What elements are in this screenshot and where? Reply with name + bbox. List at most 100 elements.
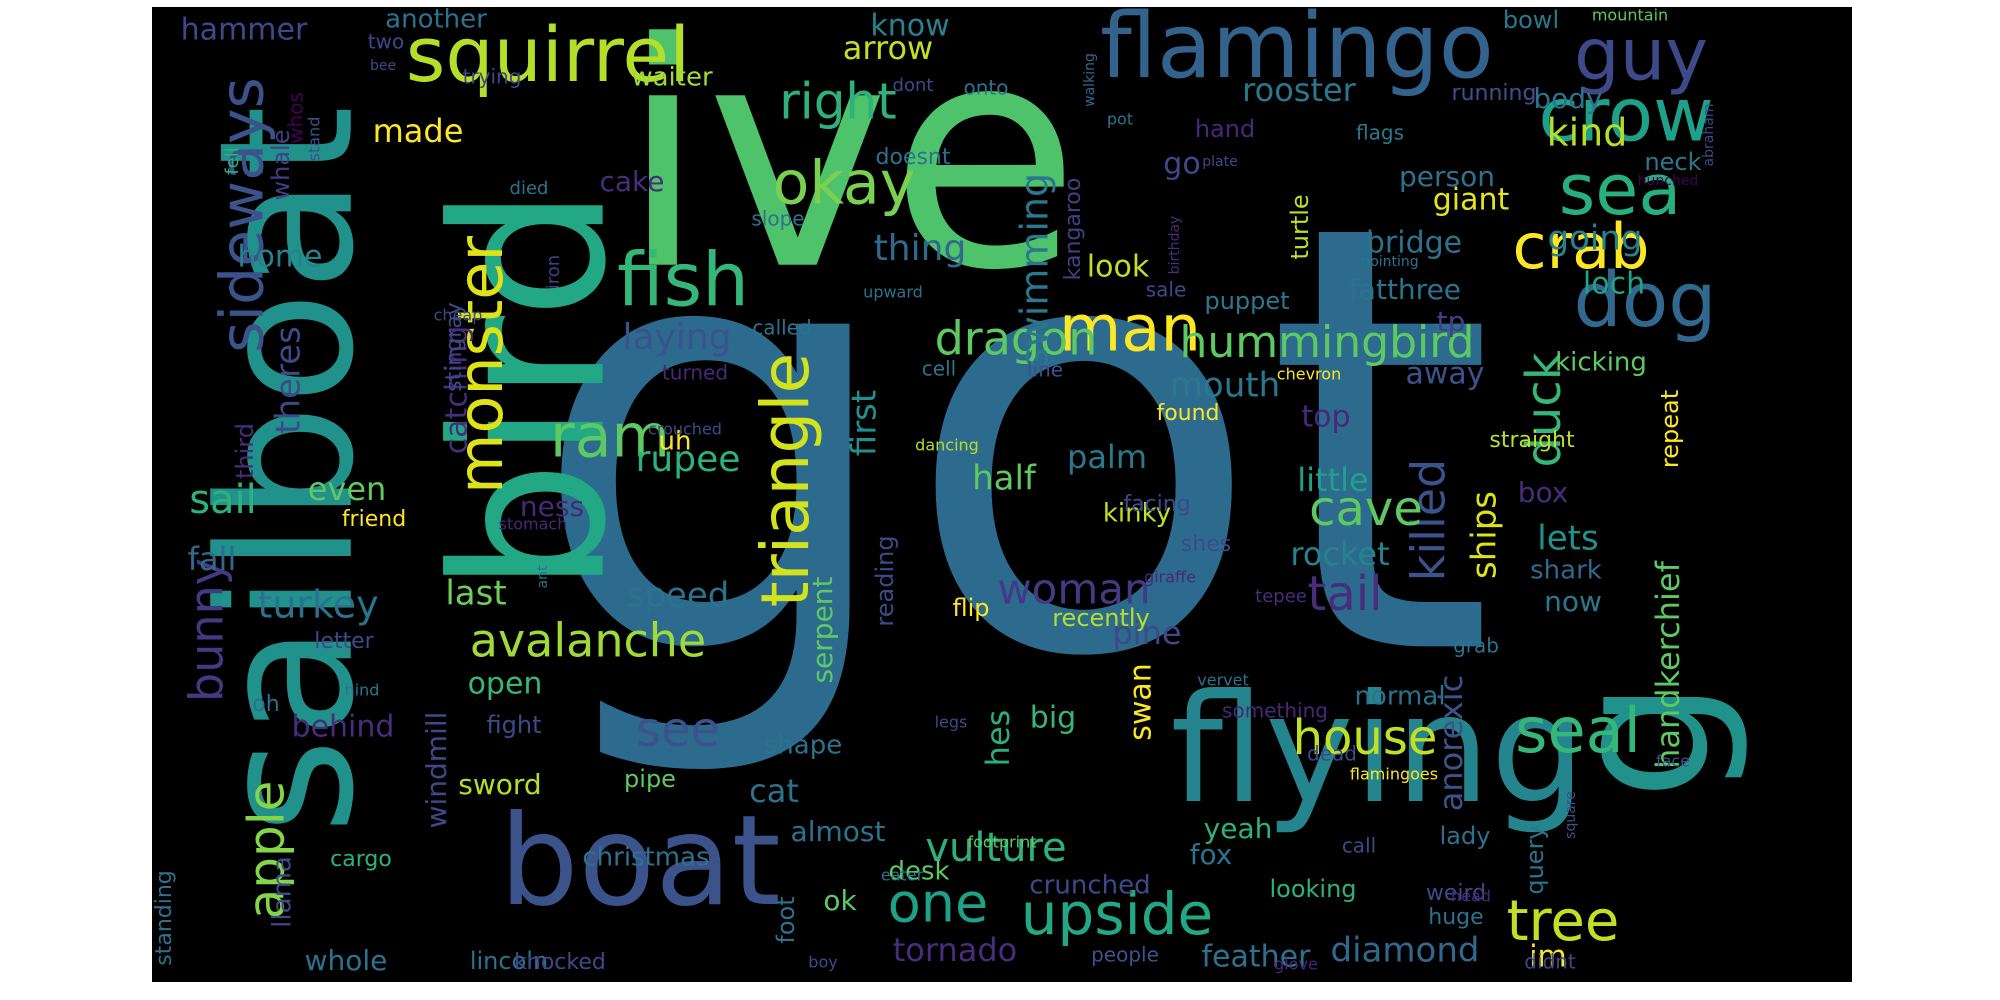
word-apple: apple	[238, 781, 296, 920]
word-flamingo: flamingo	[1100, 7, 1494, 99]
word-walking: walking	[1082, 53, 1098, 107]
word-crouched: crouched	[648, 420, 722, 439]
word-kinky: kinky	[1103, 499, 1171, 529]
word-cloud: got ive bird sailboat boat flying flamingo squi…	[152, 7, 1852, 982]
word-see: see	[636, 702, 720, 758]
word-man: man	[1059, 293, 1201, 367]
word-whale: whale	[267, 130, 295, 201]
word-stomach: stomach	[499, 515, 568, 534]
word-turkey: turkey	[257, 583, 378, 627]
word-uh: uh	[659, 427, 692, 457]
word-theres: theres	[269, 326, 309, 434]
word-sale: sale	[1146, 278, 1187, 302]
word-turned: turned	[662, 361, 728, 385]
word-going: going	[1548, 219, 1643, 259]
word-little: little	[1297, 461, 1368, 499]
word-dont: dont	[893, 75, 934, 96]
word-something: something	[1222, 699, 1328, 723]
word-letter: letter	[314, 629, 374, 654]
word-turtle: turtle	[1286, 194, 1314, 259]
word-crab: crab	[1513, 210, 1650, 283]
word-ant: ant	[535, 565, 551, 588]
word-pointing: pointing	[1361, 254, 1418, 270]
word-birthday: birthday	[1167, 216, 1183, 275]
word-chevron: chevron	[1277, 365, 1341, 384]
word-ive: ive	[620, 7, 1080, 339]
word-box: box	[1518, 476, 1569, 509]
word-upward: upward	[863, 283, 923, 302]
word-glove: glove	[1274, 955, 1318, 974]
word-shark: shark	[1530, 556, 1602, 586]
word-even: even	[308, 470, 387, 508]
word-palm: palm	[1067, 438, 1147, 476]
word-im: im	[1529, 940, 1567, 975]
word-bee: bee	[370, 58, 396, 74]
word-bunny: bunny	[180, 558, 234, 702]
word-tornado: tornado	[893, 931, 1018, 969]
word-look: look	[1087, 250, 1150, 285]
word-doesnt: doesnt	[876, 145, 951, 170]
word-feather: feather	[1202, 940, 1312, 975]
word-another: another	[385, 7, 487, 35]
word-rooster: rooster	[1242, 71, 1357, 109]
word-speed: speed	[627, 576, 730, 616]
word-body: body	[1533, 82, 1602, 115]
word-swan: swan	[1124, 663, 1159, 741]
word-behind: behind	[292, 710, 395, 745]
word-swimming: swimming	[1013, 173, 1057, 367]
word-giraffe: giraffe	[1144, 568, 1196, 587]
word-dancing: dancing	[915, 436, 979, 455]
word-yeah: yeah	[1204, 812, 1273, 845]
word-pipe: pipe	[624, 765, 676, 793]
word-onto: onto	[964, 76, 1009, 100]
word-eater: eater	[881, 866, 924, 885]
word-person: person	[1399, 160, 1495, 193]
word-flags: flags	[1356, 121, 1404, 145]
word-called: called	[752, 316, 811, 340]
word-pot: pot	[1107, 110, 1133, 129]
word-fatthree: fatthree	[1349, 273, 1461, 306]
word-vulture: vulture	[925, 825, 1066, 871]
word-neck: neck	[1644, 148, 1701, 176]
word-tp: tp	[1437, 305, 1466, 338]
word-cheap: cheap	[434, 306, 483, 325]
word-foot: foot	[772, 896, 800, 943]
word-serpent: serpent	[806, 576, 839, 683]
word-facing: facing	[1123, 492, 1190, 517]
word-sailboat: sailboat	[179, 105, 395, 834]
word-footprint: footprint	[967, 833, 1036, 852]
word-grab: grab	[1453, 634, 1499, 658]
word-kind: kind	[1547, 111, 1628, 155]
word-people: people	[1091, 943, 1159, 967]
word-cargo: cargo	[330, 847, 392, 872]
word-killed: killed	[1402, 459, 1456, 581]
word-triangle: triangle	[747, 353, 824, 607]
word-friend: friend	[342, 507, 406, 532]
word-duck: duck	[1516, 352, 1572, 467]
word-ships: ships	[1465, 491, 1505, 579]
word-bridge: bridge	[1366, 226, 1462, 261]
word-mountain: mountain	[1592, 7, 1668, 25]
word-oh: oh	[252, 692, 279, 717]
word-go: go	[1163, 147, 1200, 182]
word-seal: seal	[1515, 694, 1641, 767]
word-abraham: abraham	[1701, 104, 1717, 167]
word-away: away	[1405, 357, 1484, 392]
word-boat: boat	[499, 789, 780, 934]
word-huge: huge	[1428, 905, 1483, 930]
word-right: right	[779, 73, 896, 131]
word-sail: sail	[189, 477, 257, 523]
word-open: open	[468, 667, 543, 702]
word-running: running	[1452, 81, 1537, 106]
word-shape: shape	[764, 731, 842, 761]
word-home: home	[237, 240, 322, 275]
word-weird: weird	[1426, 881, 1486, 906]
word-bowl: bowl	[1503, 7, 1559, 34]
word-vervet: vervet	[1197, 671, 1248, 690]
word-house: house	[1293, 710, 1438, 766]
word-trying: trying	[463, 65, 522, 89]
word-crow: crow	[1538, 73, 1713, 159]
word-hind: hind	[345, 681, 380, 700]
word-flying: flying	[1170, 663, 1585, 837]
